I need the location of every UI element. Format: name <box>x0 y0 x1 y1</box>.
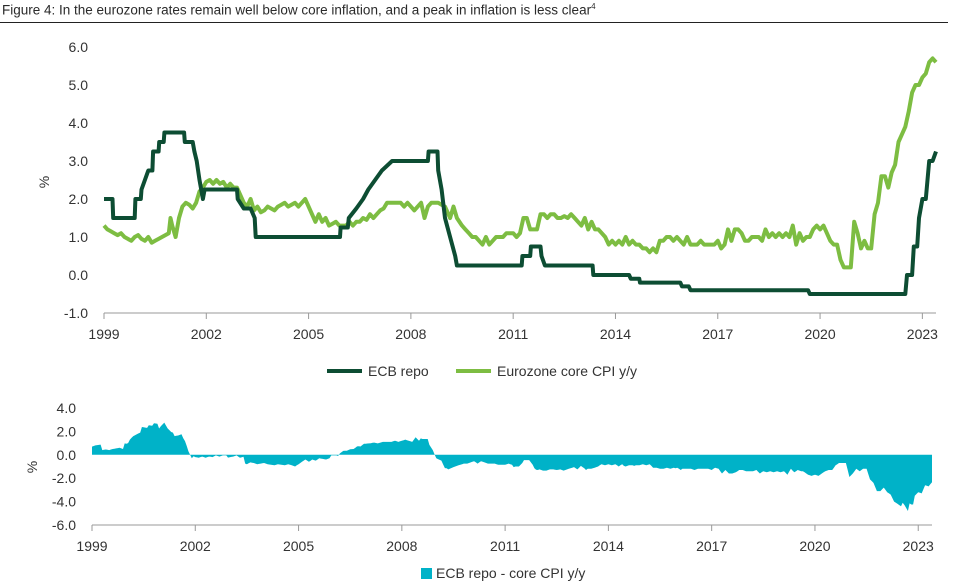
y-tick-label: -6.0 <box>52 517 76 533</box>
y-tick-label: 0.0 <box>69 267 89 283</box>
x-tick-label: 2020 <box>804 326 835 342</box>
x-tick-label: 2005 <box>293 326 324 342</box>
y-tick-label: 4.0 <box>57 400 77 416</box>
x-tick-label: 2011 <box>490 538 520 554</box>
y-axis-label: % <box>36 176 52 188</box>
x-tick-label: 2002 <box>191 326 222 342</box>
y-tick-label: 4.0 <box>69 115 89 131</box>
x-tick-label: 2002 <box>180 538 211 554</box>
y-tick-label: 2.0 <box>57 423 77 439</box>
title-footnote: 4 <box>591 2 596 11</box>
bottom-legend: ECB repo - core CPI y/y <box>421 565 585 581</box>
x-tick-label: 2017 <box>696 538 727 554</box>
spread-area <box>92 422 932 511</box>
bottom-area-chart: -6.0 -4.0 -2.0 0.0 2.0 4.0% 1999 2002 2005 2008 20… <box>24 400 934 581</box>
legend-label-ecb-repo: ECB repo <box>368 363 429 379</box>
x-tick-label: 2014 <box>600 326 631 342</box>
ecb-repo-line <box>104 130 938 296</box>
x-tick-label: 2023 <box>907 326 938 342</box>
x-tick-label: 2017 <box>702 326 733 342</box>
chart-title: Figure 4: In the eurozone rates remain w… <box>2 2 596 18</box>
x-tick-label: 2005 <box>283 538 314 554</box>
x-tick-label: 1999 <box>76 538 107 554</box>
x-tick-label: 2011 <box>498 326 528 342</box>
top-legend: ECB repo Eurozone core CPI y/y <box>327 363 637 379</box>
y-tick-label: 0.0 <box>57 447 77 463</box>
core-cpi-line <box>102 56 938 270</box>
y-tick-label: 5.0 <box>69 77 89 93</box>
x-tick-label: 2008 <box>386 538 417 554</box>
y-axis-label: % <box>24 461 40 473</box>
x-tick-label: 1999 <box>88 326 119 342</box>
top-line-chart: -1.0 0.0 1.0 2.0 3.0 4.0 5.0 6.0% 1999 2002 2005 20… <box>36 39 938 379</box>
x-tick-label: 2014 <box>593 538 624 554</box>
y-tick-label: 2.0 <box>69 191 89 207</box>
title-rule <box>0 22 948 23</box>
y-tick-label: 6.0 <box>69 39 89 55</box>
y-tick-label: -2.0 <box>52 470 76 486</box>
y-tick-label: -4.0 <box>52 494 76 510</box>
y-tick-label: -1.0 <box>64 305 88 321</box>
x-tick-label: 2020 <box>799 538 830 554</box>
y-tick-label: 1.0 <box>69 229 89 245</box>
y-tick-label: 3.0 <box>69 153 89 169</box>
legend-label-spread: ECB repo - core CPI y/y <box>436 565 585 581</box>
x-tick-label: 2023 <box>903 538 934 554</box>
legend-swatch-spread <box>421 568 432 579</box>
x-tick-label: 2008 <box>395 326 426 342</box>
legend-label-core-cpi: Eurozone core CPI y/y <box>497 363 637 379</box>
